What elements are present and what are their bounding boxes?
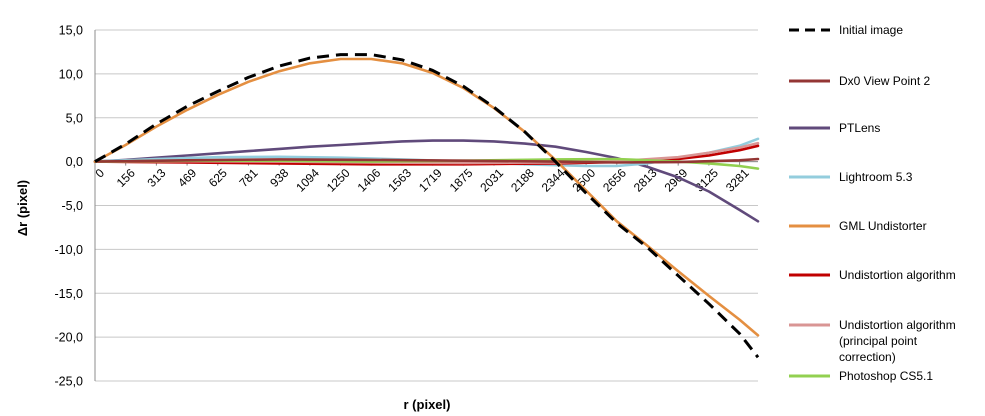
x-tick-label: 1563 <box>385 166 414 195</box>
legend-label-6: Undistortion algorithm <box>839 318 956 332</box>
y-axis-title: Δr (pixel) <box>15 180 30 236</box>
series-lines <box>93 53 760 359</box>
y-tick-label: -20,0 <box>55 331 84 345</box>
x-tick-label: 1094 <box>293 166 322 195</box>
y-tick-labels: 15,0 10,0 5,0 0,0 -5,0 -10,0 -15,0 -20,0 -25,0 <box>55 24 84 389</box>
y-tick-label: 0,0 <box>66 155 83 169</box>
x-tick-label: 2656 <box>600 166 629 195</box>
x-tick-label: 1719 <box>416 166 445 195</box>
x-tick-label: 625 <box>206 166 230 190</box>
x-tick-label: 469 <box>175 166 199 190</box>
x-tick-label: 2031 <box>477 166 506 195</box>
gridlines <box>95 29 758 382</box>
x-tick-label: 938 <box>267 166 291 190</box>
series-line-1 <box>93 157 760 164</box>
y-tick-label: -5,0 <box>61 199 83 213</box>
legend-label-0: Initial image <box>839 23 903 37</box>
x-tick-label: 156 <box>114 166 138 190</box>
legend-label-6: (principal point <box>839 334 918 348</box>
legend-label-3: Lightroom 5.3 <box>839 170 913 184</box>
series-line-0 <box>94 53 760 359</box>
legend-label-6: correction) <box>839 350 896 364</box>
legend-label-2: PTLens <box>839 121 880 135</box>
legend-label-1: Dx0 View Point 2 <box>839 74 930 88</box>
y-tick-label: -10,0 <box>55 243 84 257</box>
x-tick-label: 1875 <box>447 166 476 195</box>
y-tick-label: 10,0 <box>59 67 83 81</box>
x-axis-title: r (pixel) <box>404 397 451 412</box>
x-tick-label: 1406 <box>355 166 384 195</box>
x-tick-label: 3281 <box>723 166 752 195</box>
y-tick-label: 15,0 <box>59 24 83 38</box>
series-line-4 <box>93 57 760 337</box>
y-tick-label: -25,0 <box>55 375 84 389</box>
y-tick-label: 5,0 <box>66 111 83 125</box>
legend-label-7: Photoshop CS5.1 <box>839 369 933 383</box>
legend-label-5: Undistortion algorithm <box>839 268 956 282</box>
series-line-2 <box>93 139 760 223</box>
legend-label-4: GML Undistorter <box>839 219 927 233</box>
x-tick-label: 2188 <box>508 166 537 195</box>
legend: Initial image Dx0 View Point 2 PTLens Light… <box>789 23 956 383</box>
x-tick-label: 2344 <box>539 166 568 195</box>
x-tick-label: 313 <box>144 166 168 190</box>
x-tick-label: 781 <box>237 166 261 190</box>
y-tick-label: -15,0 <box>55 287 84 301</box>
x-tick-label: 1250 <box>324 166 353 195</box>
